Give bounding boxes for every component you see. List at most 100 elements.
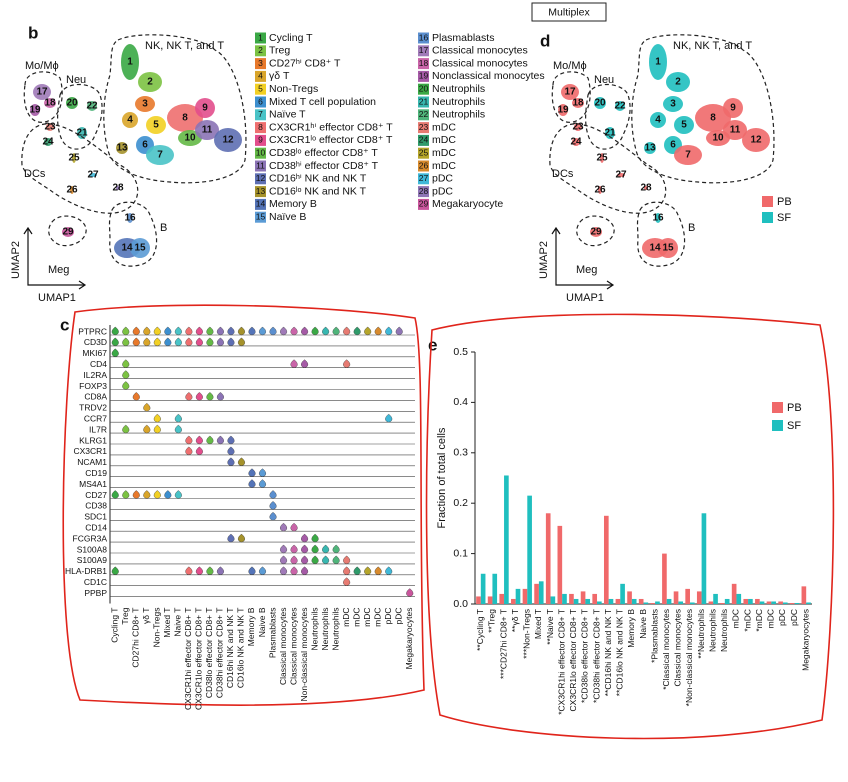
cluster-number: 11 (730, 125, 741, 136)
legend-number: 2 (258, 45, 263, 55)
legend-number: 26 (419, 160, 429, 170)
gene-label: CD14 (85, 522, 107, 532)
x-tick-label: *Non-classical monocytes (684, 609, 694, 706)
legend-swatch (255, 83, 266, 95)
cluster-number: 5 (153, 120, 159, 131)
violin (122, 326, 130, 336)
cluster-blob (66, 97, 78, 109)
cluster-blob (46, 123, 54, 131)
x-tick-label: *Classical monocytes (661, 609, 671, 690)
bar (771, 601, 776, 604)
x-tick-label: Classical monocytes (288, 608, 298, 685)
legend-label: CX3CR1ˡᵒ effector CD8⁺ T (269, 134, 393, 146)
cluster-blob (116, 142, 128, 154)
legend-label: Classical monocytes (432, 45, 528, 57)
bar (597, 601, 602, 604)
violin (164, 490, 172, 499)
x-tick-label: ***Non-Tregs (522, 609, 532, 659)
cluster-blob (138, 72, 162, 92)
group-outline (636, 201, 686, 267)
legend-number: 17 (419, 45, 429, 55)
legend-label: CX3CR1ʰⁱ effector CD8⁺ T (269, 121, 393, 133)
cluster-number: 14 (121, 243, 133, 254)
panel-label: e (428, 335, 437, 354)
cluster-blob (87, 101, 97, 111)
violin (280, 522, 288, 532)
legend-number: 1 (258, 32, 263, 42)
cluster-blob (572, 138, 580, 146)
bar (696, 591, 702, 604)
gene-label: CCR7 (84, 413, 107, 423)
violin (301, 544, 309, 554)
legend-label: SF (777, 212, 791, 224)
violin (343, 359, 351, 368)
x-tick-label: mDC (372, 608, 382, 627)
cluster-number: 4 (655, 115, 661, 126)
legend-swatch (418, 70, 429, 82)
violin (111, 490, 119, 499)
cluster-blob (146, 145, 174, 165)
legend-number: 8 (258, 122, 263, 132)
violin (227, 337, 235, 347)
violin (195, 566, 203, 576)
bar (806, 602, 811, 604)
violin (143, 424, 151, 434)
axis-label: UMAP2 (538, 241, 550, 279)
annotation-outline (62, 304, 425, 706)
bar (748, 598, 753, 604)
gene-label: MS4A1 (79, 479, 107, 489)
cluster-number: 28 (112, 183, 124, 194)
violin (343, 577, 351, 586)
legend-label: Megakaryocyte (432, 198, 503, 210)
cluster-blob (723, 98, 743, 118)
legend-number: 15 (256, 211, 266, 221)
group-outline (48, 215, 87, 247)
violin (332, 555, 340, 565)
x-tick-label: Treg (120, 607, 130, 624)
violin (258, 468, 267, 477)
gene-label: PPBP (84, 588, 107, 598)
violin (153, 326, 161, 336)
legend-swatch (255, 70, 266, 82)
violin (132, 490, 140, 499)
violin (269, 501, 277, 510)
legend-number: 13 (256, 186, 266, 196)
legend-number: 24 (419, 135, 429, 145)
violin (290, 326, 298, 336)
legend-label: Classical monocytes (432, 57, 528, 69)
cluster-blob (663, 96, 683, 112)
cluster-number: 13 (644, 143, 656, 154)
bar (557, 525, 563, 604)
cluster-blob (122, 112, 138, 128)
bar (615, 598, 621, 604)
x-tick-label: Neutrophils (309, 608, 319, 651)
axis-label: UMAP1 (38, 292, 76, 304)
legend-number: 20 (419, 83, 429, 93)
cluster-number: 14 (649, 243, 661, 254)
legend-swatch (762, 196, 773, 207)
x-tick-label: mDC (362, 608, 372, 627)
legend-label: Neutrophils (432, 96, 485, 108)
panel-label: c (60, 315, 69, 334)
legend-label: CD16ʰⁱ NK and NK T (269, 173, 367, 185)
violin (153, 413, 161, 423)
cluster-blob (706, 130, 730, 146)
cluster-blob (590, 227, 602, 237)
x-tick-label: CD16hi NK and NK T (225, 608, 235, 689)
bar (480, 573, 486, 604)
bar (476, 596, 481, 604)
violin (122, 424, 130, 434)
violin (374, 326, 382, 336)
legend-label: γδ T (269, 70, 290, 82)
x-tick-label: mDC (766, 609, 776, 628)
bar (759, 601, 765, 604)
cluster-number: 18 (44, 98, 56, 109)
legend-label: mDC (432, 160, 456, 172)
legend-swatch (418, 173, 429, 185)
group-outline (576, 215, 615, 247)
gene-label: FOXP3 (79, 381, 107, 391)
legend-number: 21 (419, 96, 429, 106)
axis-label: UMAP2 (10, 241, 22, 279)
bar (534, 583, 539, 604)
y-tick-label: 0.5 (453, 346, 468, 358)
